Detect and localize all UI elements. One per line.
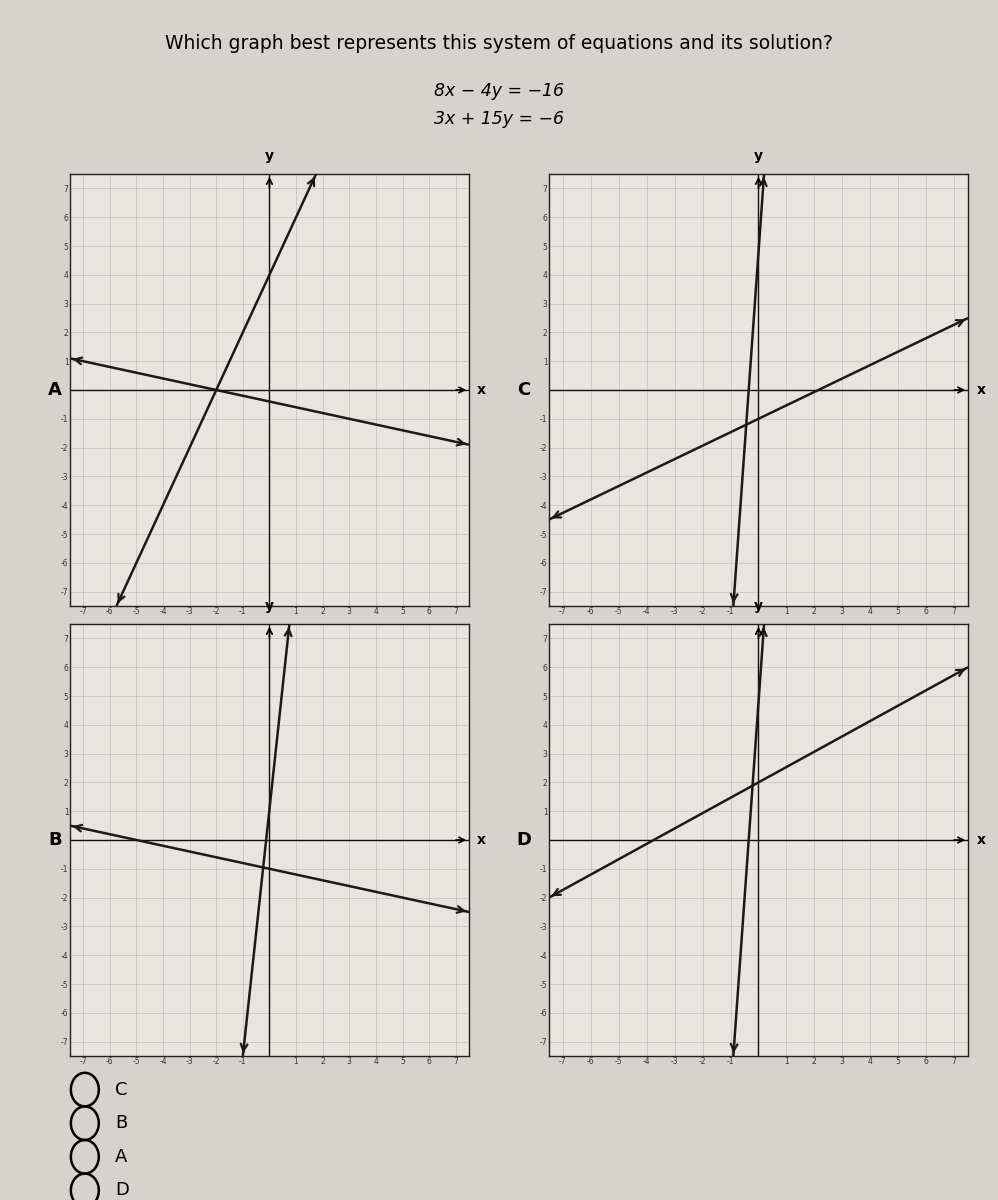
Text: y: y xyxy=(264,149,274,163)
Text: C: C xyxy=(517,382,531,398)
Text: Which graph best represents this system of equations and its solution?: Which graph best represents this system … xyxy=(165,34,833,53)
Text: D: D xyxy=(115,1181,129,1200)
Text: B: B xyxy=(115,1114,127,1133)
Text: y: y xyxy=(753,599,763,613)
Text: C: C xyxy=(115,1080,128,1099)
Text: D: D xyxy=(516,830,532,850)
Text: A: A xyxy=(48,382,62,398)
Text: x: x xyxy=(976,383,985,397)
Text: y: y xyxy=(264,599,274,613)
Text: y: y xyxy=(753,149,763,163)
Text: B: B xyxy=(48,830,62,850)
Text: 3x + 15y = −6: 3x + 15y = −6 xyxy=(434,110,564,128)
Text: x: x xyxy=(477,833,486,847)
Text: 8x − 4y = −16: 8x − 4y = −16 xyxy=(434,82,564,100)
Text: x: x xyxy=(477,383,486,397)
Text: x: x xyxy=(976,833,985,847)
Text: A: A xyxy=(115,1147,127,1166)
